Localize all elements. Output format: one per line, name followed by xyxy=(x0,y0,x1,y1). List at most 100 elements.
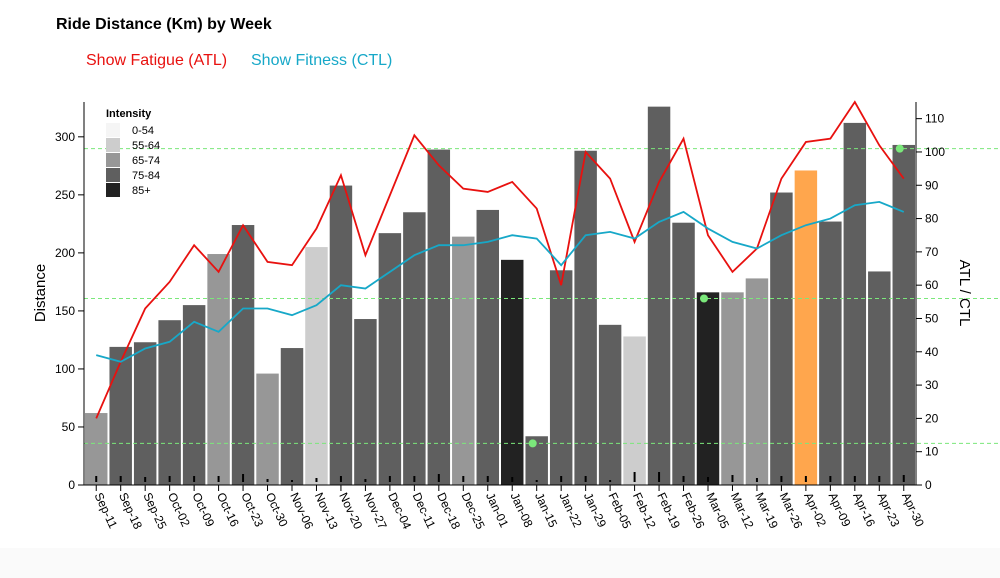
bar-marker xyxy=(878,476,881,482)
bar xyxy=(452,236,475,485)
bar-marker xyxy=(217,476,220,482)
bar-marker xyxy=(413,476,416,482)
y2-tick-label: 10 xyxy=(925,445,939,459)
lines-layer xyxy=(95,100,905,419)
bar xyxy=(501,259,524,485)
bar xyxy=(672,222,695,485)
bar xyxy=(770,192,793,485)
x-tick-label: Jan-15 xyxy=(532,490,560,529)
bar-marker xyxy=(707,477,709,482)
reference-point xyxy=(528,439,537,448)
bar-marker xyxy=(144,477,147,482)
bar-marker xyxy=(291,480,293,482)
y2-tick-label: 50 xyxy=(925,311,939,325)
bar xyxy=(158,320,181,485)
bar-marker xyxy=(266,479,269,482)
bar-marker xyxy=(168,476,171,482)
y2-tick-label: 110 xyxy=(925,112,944,126)
y-tick-label: 200 xyxy=(55,246,75,260)
bar xyxy=(85,413,108,485)
x-tick-label: Apr-30 xyxy=(899,490,927,529)
legend-label: 75-84 xyxy=(132,170,160,182)
x-tick-label: Jan-22 xyxy=(556,490,584,529)
bar xyxy=(354,319,377,485)
bar xyxy=(403,212,426,485)
y2-tick-label: 70 xyxy=(925,245,939,259)
y2-tick-label: 20 xyxy=(925,411,939,425)
bar xyxy=(182,305,206,485)
bar xyxy=(109,346,132,485)
y-tick-label: 50 xyxy=(62,420,76,434)
bar-marker xyxy=(560,476,563,482)
y2-axis-title: ATL / CTL xyxy=(956,260,973,327)
bar xyxy=(280,348,304,485)
y-tick-label: 0 xyxy=(68,478,75,492)
x-axis: Sep-11Sep-18Sep-25Oct-02Oct-09Oct-16Oct-… xyxy=(84,484,927,532)
legend-swatch xyxy=(106,123,120,137)
legend-label: 65-74 xyxy=(132,155,160,167)
x-tick-label: Apr-09 xyxy=(826,490,854,529)
legend-swatch xyxy=(106,183,120,197)
bar xyxy=(207,254,230,485)
bar xyxy=(843,122,867,486)
toggle-fitness-ctl[interactable]: Show Fitness (CTL) xyxy=(251,52,393,69)
bar-marker xyxy=(682,476,685,482)
x-tick-label: Apr-23 xyxy=(875,490,903,529)
bar-marker xyxy=(902,475,905,482)
y-tick-label: 100 xyxy=(55,362,75,376)
x-tick-label: Oct-23 xyxy=(238,490,266,529)
bar xyxy=(378,233,402,485)
x-tick-label: Sep-11 xyxy=(92,490,121,530)
bar-marker xyxy=(755,478,758,482)
bar xyxy=(598,324,622,485)
x-tick-label: Oct-09 xyxy=(189,490,217,529)
legend-swatch xyxy=(106,153,120,167)
x-tick-label: Oct-30 xyxy=(263,490,291,529)
toggle-fatigue-atl[interactable]: Show Fatigue (ATL) xyxy=(86,52,228,69)
bar-marker xyxy=(853,476,856,482)
bar xyxy=(133,342,157,485)
bar xyxy=(549,270,573,485)
bar-marker xyxy=(437,474,440,482)
bar-marker xyxy=(462,476,465,482)
bar xyxy=(745,278,769,485)
bar-marker xyxy=(95,476,98,482)
legend-swatch xyxy=(106,138,120,152)
x-tick-label: Jan-29 xyxy=(581,490,609,529)
bar-marker xyxy=(486,476,489,482)
bar xyxy=(721,292,744,485)
y-tick-label: 250 xyxy=(55,188,75,202)
bar xyxy=(794,170,818,485)
y-axis-left: 0 50 100 150 200 250 300 xyxy=(55,102,85,492)
y2-tick-label: 60 xyxy=(925,278,939,292)
bar xyxy=(868,271,891,485)
bar xyxy=(231,225,255,486)
legend-title: Intensity xyxy=(106,108,152,120)
bar xyxy=(892,144,915,485)
bar-marker xyxy=(731,475,734,482)
bar-marker xyxy=(804,476,807,482)
y2-tick-label: 40 xyxy=(925,345,939,359)
y2-tick-label: 80 xyxy=(925,212,939,226)
markers-layer xyxy=(95,472,905,482)
x-tick-label: Apr-16 xyxy=(850,490,878,529)
legend-label: 55-64 xyxy=(132,140,160,152)
footer-shade xyxy=(0,548,1000,578)
bar xyxy=(819,221,842,485)
y2-tick-label: 0 xyxy=(925,478,932,492)
y-axis-title: Distance xyxy=(32,264,49,322)
atl-line xyxy=(95,100,905,419)
bar-marker xyxy=(315,478,318,482)
bar-marker xyxy=(658,472,661,482)
bar-marker xyxy=(339,476,342,482)
bar xyxy=(647,106,671,485)
bar xyxy=(256,373,279,485)
bar xyxy=(305,247,328,485)
bar-marker xyxy=(584,476,587,482)
bar-marker xyxy=(633,472,636,482)
y-tick-label: 150 xyxy=(55,304,75,318)
bar-marker xyxy=(364,479,367,482)
bar xyxy=(574,150,597,485)
bar xyxy=(476,209,499,485)
bar-marker xyxy=(242,474,245,482)
